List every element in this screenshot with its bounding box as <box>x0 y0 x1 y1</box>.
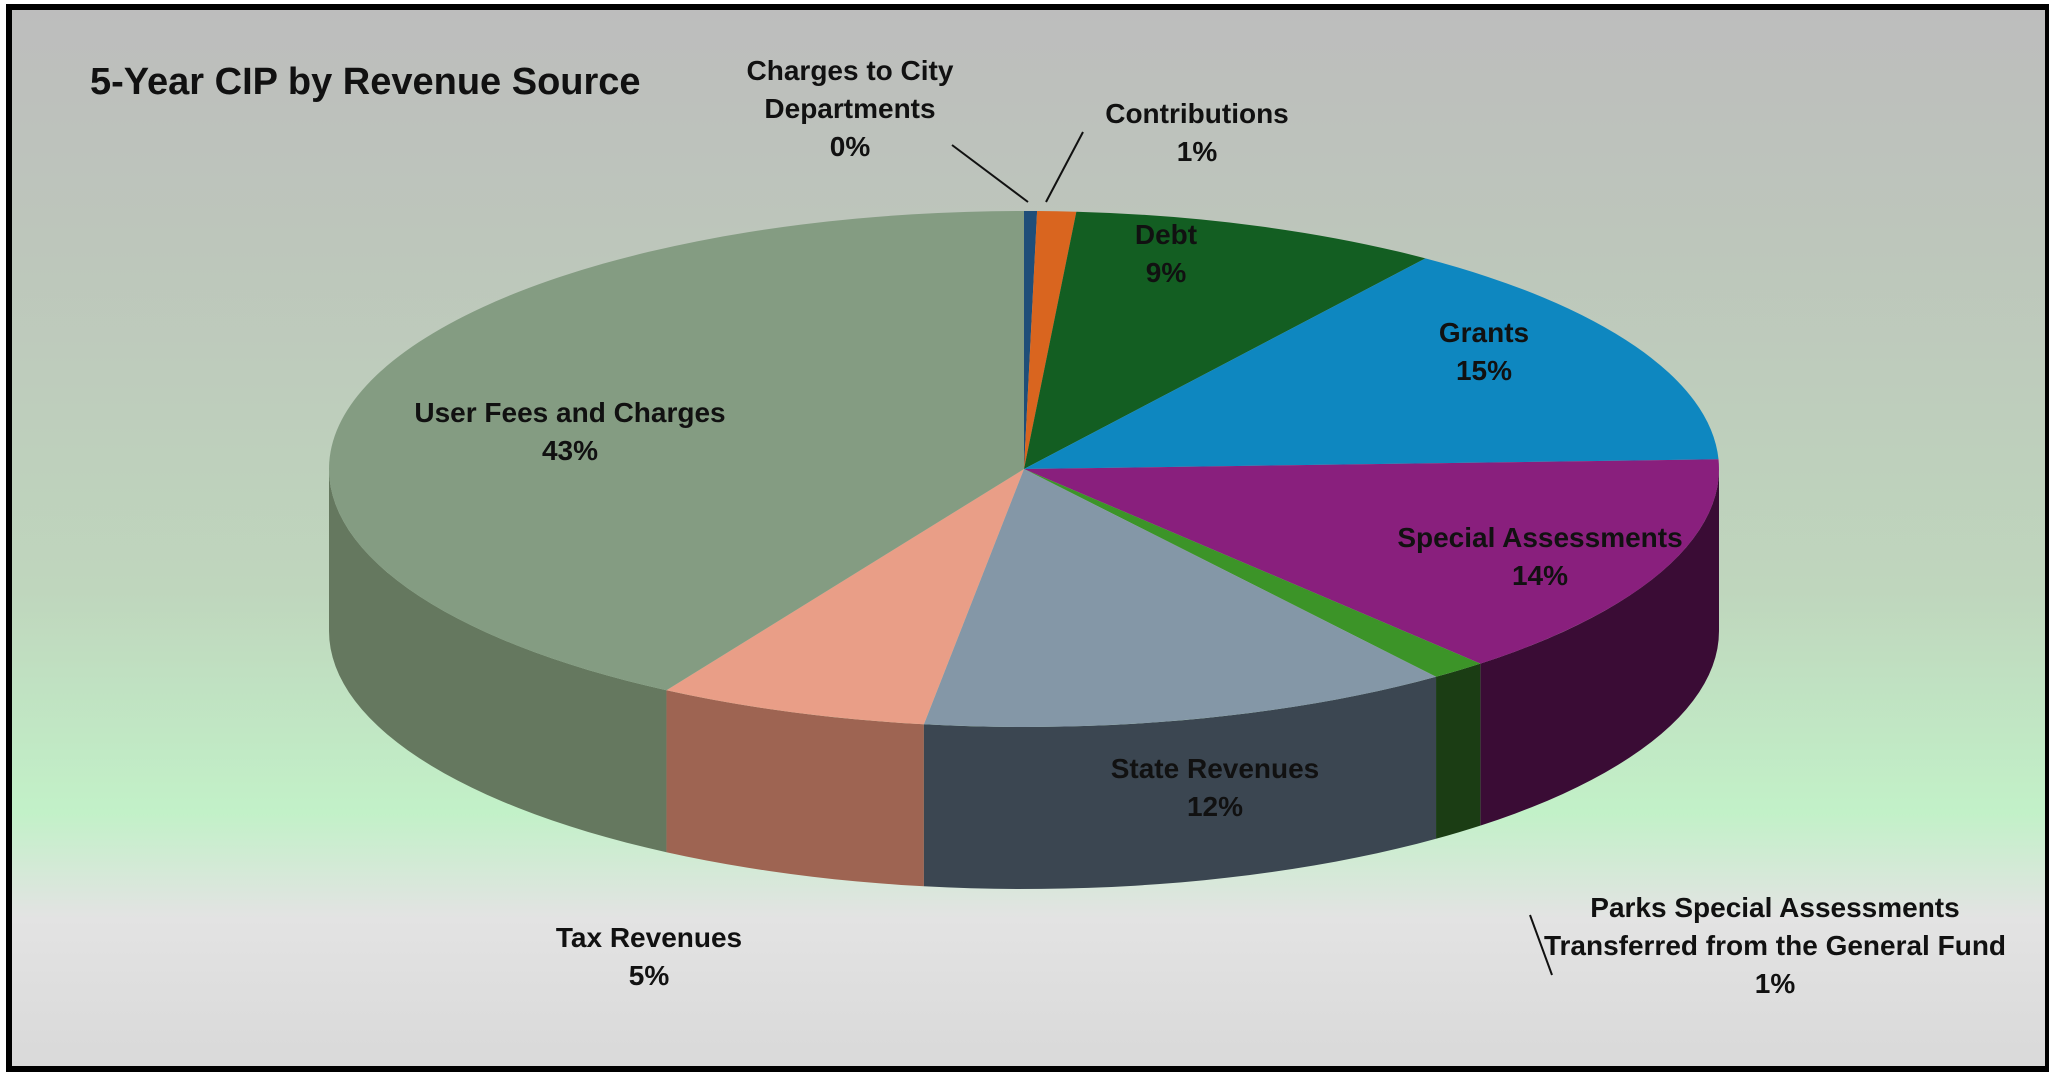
pie-slice-3 <box>1024 258 1719 469</box>
slice-name-line: Parks Special Assessments <box>1590 892 1959 923</box>
pie-wall-5 <box>1436 663 1481 839</box>
slice-label-0: Charges to City Departments 0% <box>747 55 954 162</box>
slice-name-line: Contributions <box>1105 98 1289 129</box>
pie-slice-5 <box>1024 469 1481 677</box>
slice-label-8: User Fees and Charges 43% <box>414 397 725 466</box>
pie-side-walls <box>329 469 1719 889</box>
slice-percent: 1% <box>1755 968 1796 999</box>
slice-name-line: Grants <box>1439 317 1529 348</box>
slice-label-2: Debt 9% <box>1135 219 1197 288</box>
pie-slice-0 <box>1024 211 1038 469</box>
pie-slice-8 <box>329 211 1025 691</box>
slice-percent: 0% <box>830 131 871 162</box>
slice-percent: 1% <box>1177 136 1218 167</box>
slice-percent: 5% <box>629 960 670 991</box>
slice-name-line: User Fees and Charges <box>414 397 725 428</box>
pie-slice-6 <box>923 469 1437 727</box>
pie-slice-2 <box>1024 211 1426 470</box>
slice-label-5: Parks Special Assessments Transferred fro… <box>1544 892 2006 999</box>
slice-label-3: Grants 15% <box>1439 317 1529 386</box>
leader-line-1 <box>1045 131 1084 203</box>
leader-lines <box>951 131 1553 976</box>
slice-label-7: Tax Revenues 5% <box>556 922 742 991</box>
slice-name-line: Tax Revenues <box>556 922 742 953</box>
slice-percent: 14% <box>1512 560 1568 591</box>
pie-wall-4 <box>1480 469 1719 826</box>
pie-wall-7 <box>666 690 924 887</box>
chart-frame: Charges to City Departments 0% Contribution… <box>6 4 2049 1072</box>
pie-wall-6 <box>923 676 1437 889</box>
slice-name-line: Special Assessments <box>1397 522 1682 553</box>
slice-label-4: Special Assessments 14% <box>1397 522 1682 591</box>
slice-name-line: Transferred from the General Fund <box>1544 930 2006 961</box>
pie-top-faces <box>329 211 1720 727</box>
slice-name-line: Charges to City <box>747 55 954 86</box>
pie-wall-8 <box>329 469 667 853</box>
pie-chart: Charges to City Departments 0% Contribution… <box>90 55 2006 999</box>
leader-line-5 <box>1529 914 1553 976</box>
leader-line-0 <box>951 144 1029 203</box>
chart-title: 5-Year CIP by Revenue Source <box>90 61 641 103</box>
slice-name-line: Debt <box>1135 219 1197 250</box>
pie-slice-4 <box>1024 459 1720 664</box>
slice-label-6: State Revenues 12% <box>1111 753 1320 822</box>
slice-name-line: Departments <box>764 93 935 124</box>
pie-slice-7 <box>666 469 1024 725</box>
slice-label-1: Contributions 1% <box>1105 98 1289 167</box>
slice-percent: 43% <box>542 435 598 466</box>
slice-labels: Charges to City Departments 0% Contribution… <box>414 55 2006 999</box>
slice-percent: 12% <box>1187 791 1243 822</box>
pie-slice-1 <box>1024 211 1077 470</box>
slice-percent: 15% <box>1456 355 1512 386</box>
slice-percent: 9% <box>1146 257 1187 288</box>
slice-name-line: State Revenues <box>1111 753 1320 784</box>
